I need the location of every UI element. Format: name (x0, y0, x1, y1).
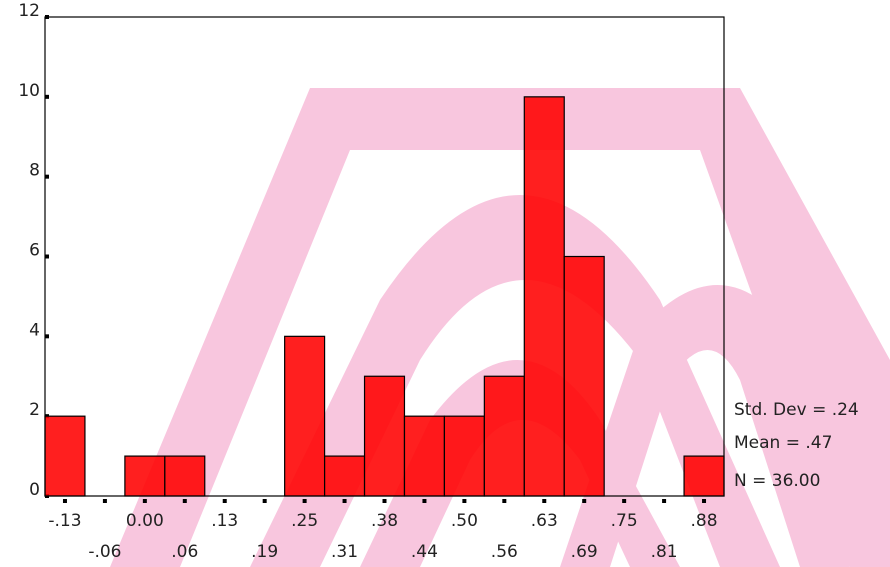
x-tick-mark (422, 499, 426, 503)
x-tick-label: .38 (371, 511, 398, 531)
x-tick-label: -.13 (48, 511, 81, 531)
bar (524, 97, 564, 496)
y-tick-label: 12 (18, 1, 40, 21)
bar (404, 416, 444, 496)
y-tick-label: 6 (29, 241, 40, 261)
y-tick-label: 0 (29, 480, 40, 500)
y-tick-label: 4 (29, 320, 40, 340)
x-tick-label: .25 (291, 511, 318, 531)
x-tick-mark (662, 499, 666, 503)
x-tick-label: .63 (531, 511, 558, 531)
bar (484, 376, 524, 496)
x-tick-label: .56 (491, 542, 518, 562)
annotation: Std. Dev = .24 (734, 400, 859, 420)
y-tick-label: 2 (29, 400, 40, 420)
x-tick-label: .69 (571, 542, 598, 562)
annotation: N = 36.00 (734, 471, 820, 491)
x-tick-label: .44 (411, 542, 438, 562)
x-tick-label: .50 (451, 511, 478, 531)
x-tick-mark (263, 499, 267, 503)
bar (125, 456, 165, 496)
y-tick-label: 10 (18, 81, 40, 101)
x-tick-mark (622, 499, 626, 503)
x-tick-mark (143, 499, 147, 503)
x-tick-mark (63, 499, 67, 503)
x-tick-mark (343, 499, 347, 503)
bar (165, 456, 205, 496)
x-tick-label: .31 (331, 542, 358, 562)
x-tick-mark (183, 499, 187, 503)
x-tick-mark (702, 499, 706, 503)
x-tick-mark (103, 499, 107, 503)
x-tick-mark (383, 499, 387, 503)
x-tick-label: .88 (691, 511, 718, 531)
x-tick-label: .06 (171, 542, 198, 562)
bar (365, 376, 405, 496)
bar (45, 416, 85, 496)
bar (285, 336, 325, 496)
y-tick-label: 8 (29, 161, 40, 181)
x-tick-mark (223, 499, 227, 503)
bar (564, 257, 604, 497)
x-tick-label: .75 (611, 511, 638, 531)
annotation: Mean = .47 (734, 433, 832, 453)
x-tick-mark (303, 499, 307, 503)
bar (444, 416, 484, 496)
x-tick-label: .81 (651, 542, 678, 562)
x-tick-label: .19 (251, 542, 278, 562)
x-tick-mark (462, 499, 466, 503)
x-tick-label: 0.00 (126, 511, 164, 531)
x-tick-mark (502, 499, 506, 503)
x-tick-mark (542, 499, 546, 503)
x-tick-label: .13 (211, 511, 238, 531)
x-tick-label: -.06 (88, 542, 121, 562)
bar (684, 456, 724, 496)
bar (325, 456, 365, 496)
x-tick-mark (582, 499, 586, 503)
chart: 0 2 4 6 8 10 12 -.13 -.060.00 .06 .13 .19 .25 .31 .38.… (0, 0, 890, 567)
